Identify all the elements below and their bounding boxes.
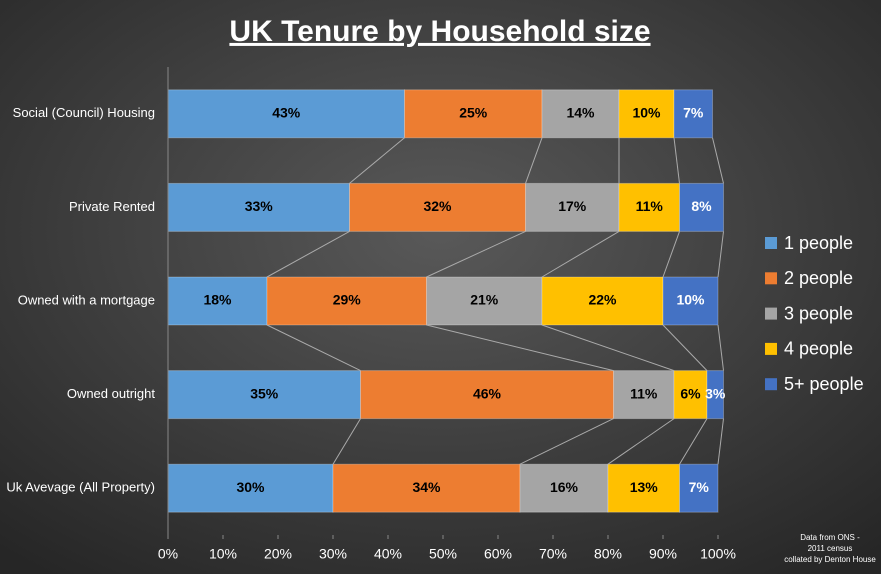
bar-segment — [673, 370, 708, 420]
value-label: 29% — [333, 292, 362, 308]
value-label: 8% — [691, 198, 712, 214]
chart-title: UK Tenure by Household size — [229, 15, 650, 48]
bar-segment — [349, 182, 526, 232]
bar-segment — [613, 370, 675, 420]
series-line — [717, 324, 724, 371]
legend-label: 3 people — [784, 303, 853, 323]
bar-segment — [662, 276, 719, 326]
value-label: 7% — [689, 479, 710, 495]
bar-segment — [679, 463, 719, 513]
series-line — [541, 230, 620, 278]
bar-segment — [167, 182, 350, 232]
bar-segment — [266, 276, 427, 326]
value-label: 33% — [245, 198, 274, 214]
legend-swatch — [765, 237, 777, 249]
x-tick-label: 90% — [649, 546, 677, 562]
legend-label: 5+ people — [784, 374, 864, 394]
bar-segment — [519, 463, 609, 513]
series-line — [426, 324, 614, 372]
legend-label: 2 people — [784, 268, 853, 288]
value-label: 16% — [550, 479, 579, 495]
category-label: Owned with a mortgage — [18, 292, 155, 307]
legend-swatch — [765, 378, 777, 391]
x-tick-label: 100% — [700, 546, 736, 562]
x-tick-label: 50% — [429, 546, 457, 562]
value-label: 6% — [680, 385, 701, 401]
bar-segment — [618, 182, 680, 232]
series-line — [662, 324, 708, 371]
bar-segment — [360, 370, 614, 420]
value-label: 11% — [630, 385, 658, 401]
bar-segment — [541, 276, 664, 326]
value-label: 43% — [272, 105, 301, 121]
series-line — [519, 418, 614, 465]
series-line — [673, 137, 680, 184]
bar-segment — [607, 463, 680, 513]
value-label: 14% — [566, 105, 595, 121]
bar-segment — [525, 182, 620, 232]
source-note-line: 2011 census — [808, 544, 853, 553]
value-label: 10% — [632, 105, 661, 121]
value-label: 30% — [236, 479, 265, 495]
bar-segment — [426, 276, 543, 326]
series-line — [349, 137, 405, 184]
x-tick-label: 10% — [209, 546, 237, 562]
value-label: 35% — [250, 385, 279, 401]
x-tick-label: 70% — [539, 546, 567, 562]
value-label: 11% — [636, 198, 664, 214]
source-note: Data from ONS - 2011 census collated by De… — [784, 533, 876, 564]
x-tick-label: 60% — [484, 546, 512, 562]
category-label: Private Rented — [69, 199, 155, 214]
bar-segment — [332, 463, 521, 513]
x-tick-label: 30% — [319, 546, 347, 562]
bar-segment — [679, 182, 724, 232]
x-tick-label: 0% — [158, 546, 178, 562]
series-line — [541, 324, 675, 372]
series-line — [266, 230, 350, 278]
value-label: 13% — [630, 479, 659, 495]
series-line — [266, 324, 361, 372]
legend-label: 4 people — [784, 339, 853, 359]
x-tick-label: 20% — [264, 546, 292, 562]
bar-segment — [706, 370, 724, 420]
value-label: 21% — [470, 292, 499, 308]
category-label: Social (Council) Housing — [13, 105, 155, 120]
value-label: 34% — [412, 479, 441, 495]
legend-label: 1 people — [784, 233, 853, 253]
value-label: 46% — [473, 385, 502, 401]
bar-segment — [541, 89, 620, 139]
value-label: 22% — [588, 292, 617, 308]
value-label: 3% — [705, 385, 726, 401]
value-label: 10% — [676, 292, 705, 308]
value-label: 32% — [423, 198, 452, 214]
series-line — [662, 231, 680, 278]
series-line — [607, 418, 675, 465]
category-label: Uk Avevage (All Property) — [6, 480, 155, 495]
bar-segment — [167, 276, 268, 326]
source-note-line: collated by Denton House — [784, 555, 876, 564]
bar-segment — [167, 463, 334, 513]
value-label: 7% — [683, 105, 704, 121]
series-line — [426, 230, 526, 278]
series-line — [525, 137, 543, 184]
series-line — [717, 418, 724, 465]
value-label: 17% — [558, 198, 587, 214]
series-line — [717, 231, 724, 278]
value-label: 18% — [203, 292, 232, 308]
source-note-line: Data from ONS - — [800, 533, 860, 542]
legend-swatch — [765, 307, 777, 320]
series-line — [712, 137, 724, 184]
x-tick-label: 80% — [594, 546, 622, 562]
x-tick-label: 40% — [374, 546, 402, 562]
legend-swatch — [765, 342, 777, 355]
value-label: 25% — [459, 105, 488, 121]
series-line — [679, 418, 708, 465]
legend-swatch — [765, 272, 777, 285]
bar-segment — [673, 89, 713, 139]
category-label: Owned outright — [67, 386, 156, 401]
series-line — [332, 418, 361, 465]
bar-segment — [618, 89, 675, 139]
